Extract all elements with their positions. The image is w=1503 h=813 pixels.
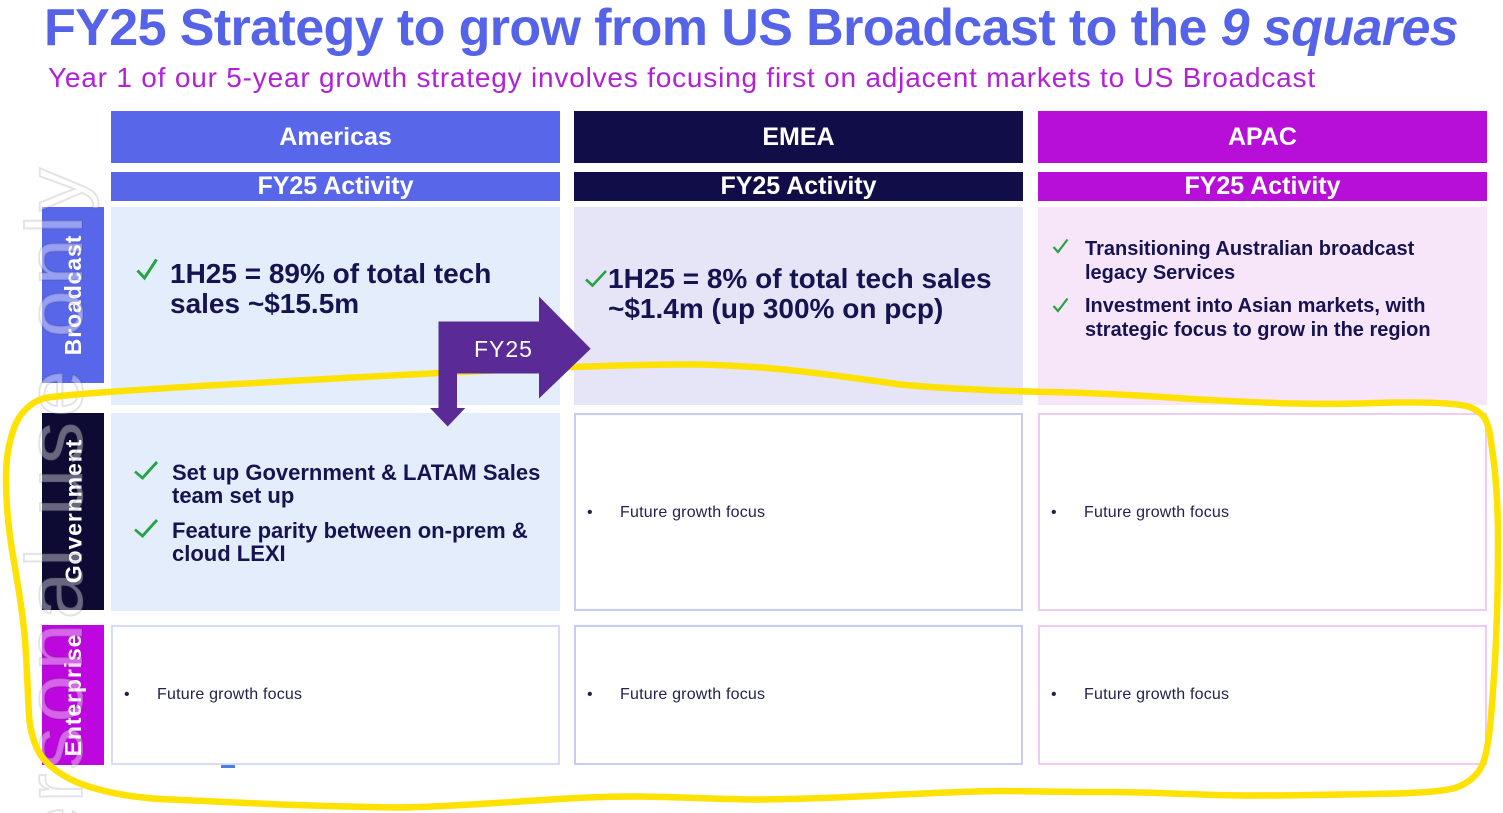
svg-text:For personal use only: For personal use only	[10, 164, 100, 813]
svg-text:FY25: FY25	[474, 336, 533, 362]
